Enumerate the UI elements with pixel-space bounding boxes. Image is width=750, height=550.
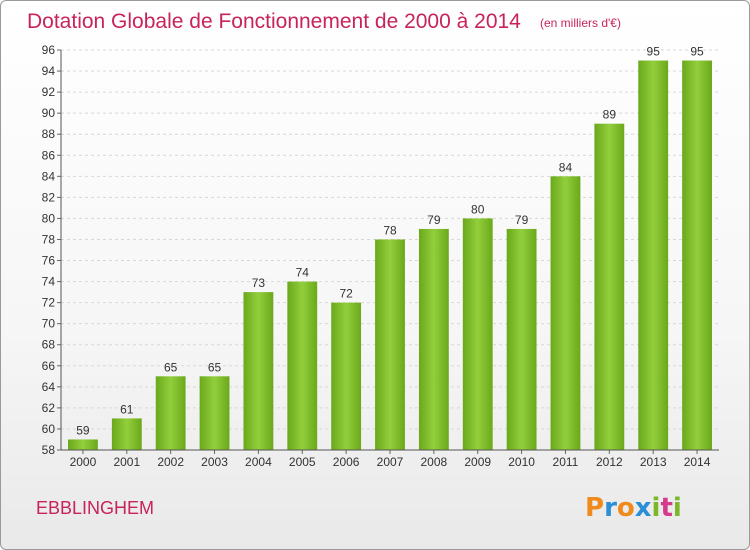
bar (682, 60, 712, 451)
x-tick-label: 2006 (333, 455, 360, 469)
y-tick-label: 80 (42, 211, 56, 225)
x-tick-label: 2008 (421, 455, 448, 469)
x-tick-label: 2003 (201, 455, 228, 469)
y-tick-label: 86 (42, 148, 56, 162)
chart-title: Dotation Globale de Fonctionnement de 20… (27, 10, 521, 33)
x-tick-label: 2011 (553, 455, 579, 469)
y-tick-label: 74 (42, 275, 56, 289)
x-tick-label: 2004 (245, 455, 272, 469)
bar (638, 60, 669, 451)
x-tick-label: 2014 (684, 455, 711, 469)
y-tick-label: 60 (42, 422, 56, 436)
bar (155, 376, 186, 450)
y-tick-label: 58 (42, 443, 56, 457)
bar (199, 376, 230, 450)
bar (243, 292, 274, 450)
logo-letter: i (673, 493, 682, 523)
bar-value-label: 59 (76, 423, 90, 437)
bar-value-label: 61 (120, 402, 134, 416)
y-tick-label: 66 (42, 359, 56, 373)
logo-letter: P (585, 493, 604, 523)
y-tick-label: 64 (42, 380, 56, 394)
bar (506, 228, 537, 450)
y-tick-label: 68 (42, 338, 56, 352)
x-tick-label: 2005 (289, 455, 316, 469)
logo-letter: t (660, 493, 672, 523)
bar-value-label: 65 (208, 360, 222, 374)
y-tick-label: 62 (42, 401, 56, 415)
logo-letter: o (617, 493, 635, 523)
x-tick-label: 2002 (157, 455, 184, 469)
y-tick-label: 82 (42, 190, 56, 204)
bar-value-label: 78 (383, 223, 397, 237)
proxiti-logo: Proxiti (585, 493, 682, 523)
y-tick-label: 96 (42, 43, 56, 57)
y-tick-label: 72 (42, 296, 56, 310)
y-tick-label: 84 (42, 169, 56, 183)
bar-value-label: 65 (164, 360, 178, 374)
bar-value-label: 79 (515, 213, 529, 227)
x-tick-label: 2013 (640, 455, 667, 469)
bar (594, 123, 625, 451)
bar (331, 302, 362, 450)
bars: 59 61 65 65 73 74 72 78 79 80 79 84 89 95 95 (68, 45, 712, 451)
y-tick-label: 90 (42, 106, 56, 120)
bar (68, 439, 98, 450)
bar (287, 281, 318, 450)
x-tick-label: 2000 (70, 455, 97, 469)
x-axis-ticks: 2000 2001 2002 2003 2004 2005 2006 2007 2008 2009… (70, 450, 711, 469)
bar (462, 218, 493, 450)
bar-value-label: 80 (471, 202, 485, 216)
commune-name: EBBLINGHEM (36, 498, 154, 518)
y-tick-label: 92 (42, 85, 56, 99)
bar (111, 418, 142, 450)
bar-value-label: 95 (690, 45, 704, 59)
logo-letter: r (604, 493, 617, 523)
y-axis-ticks: 58 60 62 64 66 68 70 72 74 76 78 80 82 84 86 88 90 92 94 96 (42, 43, 61, 457)
chart-subtitle: (en milliers d'€) (540, 16, 621, 30)
y-tick-label: 94 (42, 64, 56, 78)
logo-letter: i (652, 493, 661, 523)
y-tick-label: 76 (42, 254, 56, 268)
bar-value-label: 84 (559, 160, 573, 174)
bar-value-label: 72 (339, 287, 353, 301)
x-tick-label: 2007 (377, 455, 404, 469)
y-tick-label: 78 (42, 232, 56, 246)
bar-value-label: 79 (427, 213, 441, 227)
x-tick-label: 2010 (508, 455, 535, 469)
bar (375, 239, 405, 450)
bar-value-label: 73 (252, 276, 266, 290)
axes (60, 50, 719, 451)
y-tick-label: 70 (42, 317, 56, 331)
logo-letter: x (635, 493, 652, 523)
bar (550, 176, 581, 450)
bar-value-label: 95 (647, 45, 661, 59)
bar-value-label: 89 (603, 108, 617, 122)
bar-value-label: 74 (296, 266, 310, 280)
x-tick-label: 2012 (596, 455, 623, 469)
bar (418, 228, 449, 450)
x-tick-label: 2001 (113, 455, 140, 469)
y-tick-label: 88 (42, 127, 56, 141)
x-tick-label: 2009 (464, 455, 491, 469)
